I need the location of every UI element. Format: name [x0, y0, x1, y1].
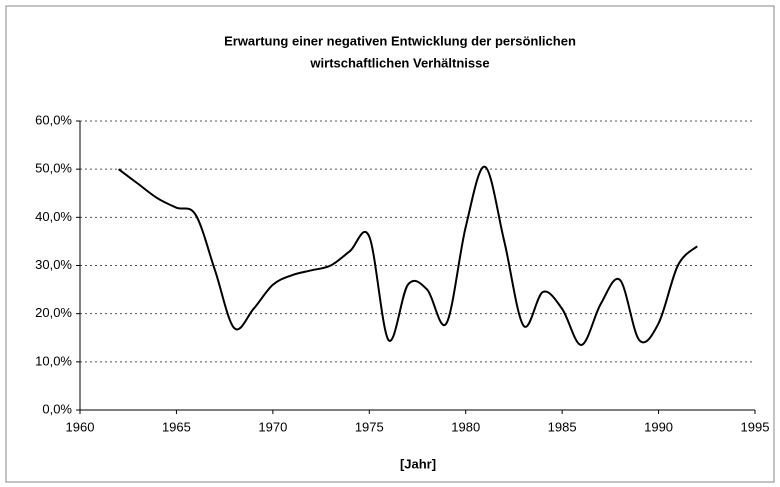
- x-axis-label: [Jahr]: [400, 456, 436, 471]
- x-tick-label: 1995: [741, 419, 770, 434]
- chart-frame: [5, 5, 775, 483]
- y-tick-label: 50,0%: [35, 161, 72, 176]
- x-tick-label: 1970: [258, 419, 287, 434]
- x-tick-label: 1980: [451, 419, 480, 434]
- x-tick-label: 1960: [66, 419, 95, 434]
- y-tick-label: 60,0%: [35, 112, 72, 127]
- x-tick-label: 1985: [548, 419, 577, 434]
- x-tick-label: 1965: [162, 419, 191, 434]
- chart-title: Erwartung einer negativen Entwicklung de…: [224, 33, 576, 48]
- y-tick-label: 10,0%: [35, 353, 72, 368]
- x-tick-label: 1990: [644, 419, 673, 434]
- line-series: [117, 165, 698, 346]
- y-tick-label: 40,0%: [35, 209, 72, 224]
- y-tick-label: 30,0%: [35, 257, 72, 272]
- y-tick-label: 20,0%: [35, 305, 72, 320]
- chart-title: wirtschaftlichen Verhältnisse: [309, 55, 489, 70]
- x-tick-label: 1975: [355, 419, 384, 434]
- y-tick-label: 0,0%: [42, 401, 72, 416]
